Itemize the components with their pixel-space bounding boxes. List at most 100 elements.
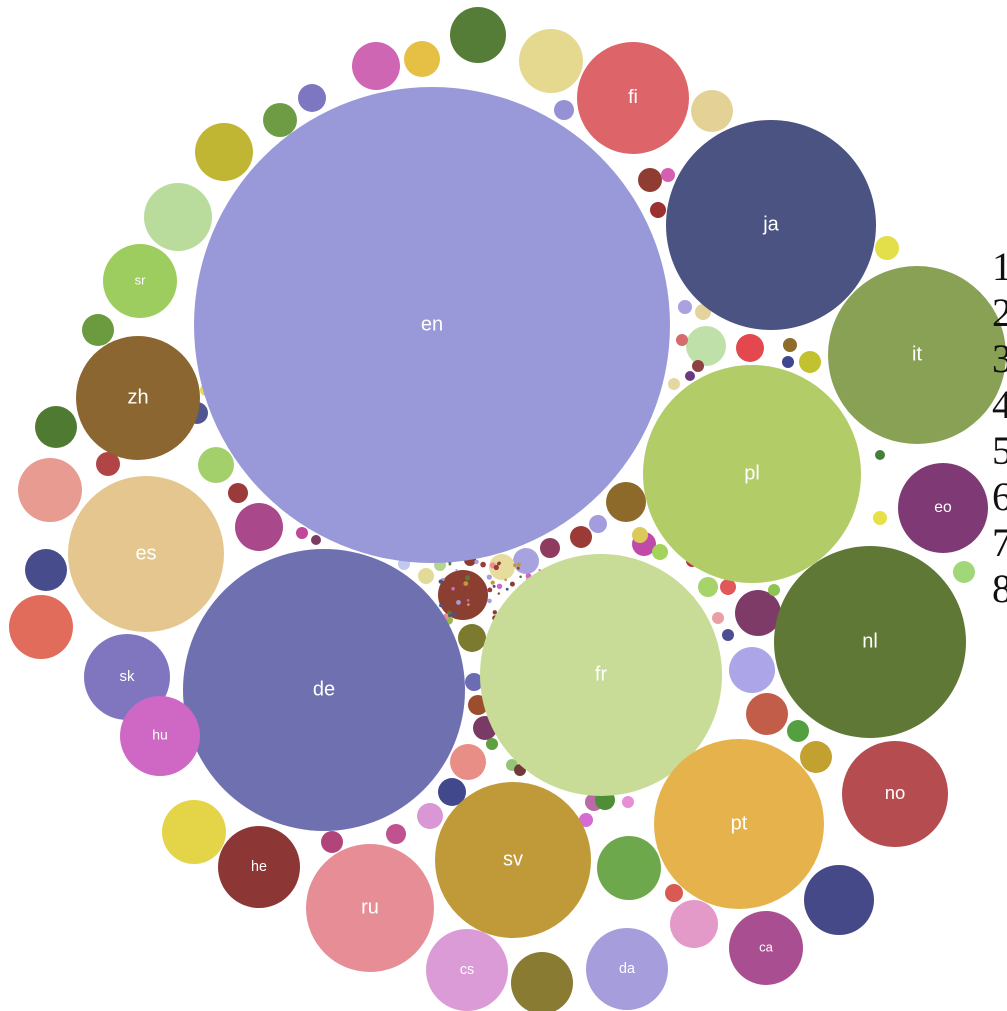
bubble-dot <box>469 603 476 609</box>
bubble-small <box>800 741 832 773</box>
bubble-small <box>519 29 583 93</box>
bubble-small <box>712 612 724 624</box>
bubble-dot <box>492 610 497 615</box>
bubble-small <box>195 123 253 181</box>
bubble-small <box>513 548 539 574</box>
bubble-label-de: de <box>313 678 335 700</box>
bubble-small <box>418 568 434 584</box>
bubble-small <box>311 535 321 545</box>
bubble-dot <box>516 566 520 570</box>
bubble-small <box>35 406 77 448</box>
bubble-ca <box>729 911 803 985</box>
bubble-dot <box>490 580 495 585</box>
bubble-small <box>450 7 506 63</box>
bubble-label-fr: fr <box>595 663 608 685</box>
bubble-small <box>873 511 887 525</box>
bubble-small <box>720 579 736 595</box>
bubble-small <box>692 360 704 372</box>
bubble-dot <box>447 610 452 615</box>
bubble-hu <box>120 696 200 776</box>
bubble-small <box>235 503 283 551</box>
bubble-small <box>746 693 788 735</box>
bubble-label-no: no <box>885 782 906 803</box>
bubble-he <box>218 826 300 908</box>
bubble-small <box>735 590 781 636</box>
bubble-small <box>685 371 695 381</box>
rank-item: 7 <box>992 520 1007 565</box>
bubble-small <box>570 526 592 548</box>
bubble-dot <box>474 559 479 564</box>
bubble-label-ja: ja <box>762 213 779 235</box>
bubble-dot <box>438 579 443 584</box>
bubble-small <box>352 42 400 90</box>
bubble-small <box>953 561 975 583</box>
bubble-dot <box>496 583 503 589</box>
bubble-small <box>486 738 498 750</box>
bubble-small <box>417 803 443 829</box>
bubble-small <box>540 538 560 558</box>
bubble-label-eo: eo <box>934 499 952 516</box>
bubble-it <box>828 266 1006 444</box>
bubble-small <box>729 647 775 693</box>
bubble-dot <box>448 614 452 618</box>
bubble-small <box>458 624 486 652</box>
rank-item: 8 <box>992 566 1007 611</box>
bubble-small <box>438 570 488 620</box>
bubble-small <box>82 314 114 346</box>
bubble-nl <box>774 546 966 738</box>
bubble-small <box>321 831 343 853</box>
bubble-dot <box>492 584 496 588</box>
bubble-cs <box>426 929 508 1011</box>
bubble-small <box>554 100 574 120</box>
bubble-label-ca: ca <box>759 939 774 954</box>
bubble-label-ru: ru <box>361 896 379 918</box>
bubble-label-sr: sr <box>135 272 147 287</box>
bubble-small <box>787 720 809 742</box>
bubble-fi <box>577 42 689 154</box>
bubble-small <box>632 527 648 543</box>
rank-list: 1 2 3 4 5 6 7 8 <box>992 244 1007 612</box>
bubble-dot <box>505 587 509 591</box>
bubble-small <box>198 447 234 483</box>
bubble-label-it: it <box>912 343 922 365</box>
bubble-zh <box>76 336 200 460</box>
bubble-small <box>875 236 899 260</box>
bubble-dot <box>463 581 469 586</box>
bubble-dot <box>504 578 507 582</box>
bubble-small <box>96 452 120 476</box>
bubble-label-pl: pl <box>744 462 760 484</box>
bubble-dot <box>467 584 472 589</box>
bubble-sr <box>103 244 177 318</box>
bubble-small <box>670 900 718 948</box>
bubble-small <box>18 458 82 522</box>
bubble-small <box>678 300 692 314</box>
bubble-dot <box>455 568 458 571</box>
bubble-small <box>579 813 593 827</box>
bubble-small <box>622 796 634 808</box>
bubble-small <box>489 554 515 580</box>
bubble-small <box>661 168 675 182</box>
bubble-label-es: es <box>135 542 156 564</box>
bubble-small <box>263 103 297 137</box>
bubble-small <box>652 544 668 560</box>
bubble-small <box>650 202 666 218</box>
bubble-ja <box>666 120 876 330</box>
bubble-dot <box>452 611 457 617</box>
bubble-small <box>296 527 308 539</box>
bubble-small <box>404 41 440 77</box>
bubble-small <box>450 744 486 780</box>
bubble-small <box>665 884 683 902</box>
bubble-label-sv: sv <box>503 848 523 870</box>
bubble-dot <box>467 603 470 606</box>
bubble-dot <box>456 600 461 605</box>
bubble-dot <box>451 586 455 591</box>
bubble-label-fi: fi <box>628 86 638 108</box>
bubble-dot <box>466 599 470 602</box>
bubble-label-en: en <box>421 313 443 335</box>
bubble-no <box>842 741 948 847</box>
bubble-small <box>768 584 780 596</box>
bubble-dot <box>448 562 452 566</box>
bubble-small <box>511 952 573 1011</box>
bubble-small <box>676 334 688 346</box>
bubble-small <box>782 356 794 368</box>
